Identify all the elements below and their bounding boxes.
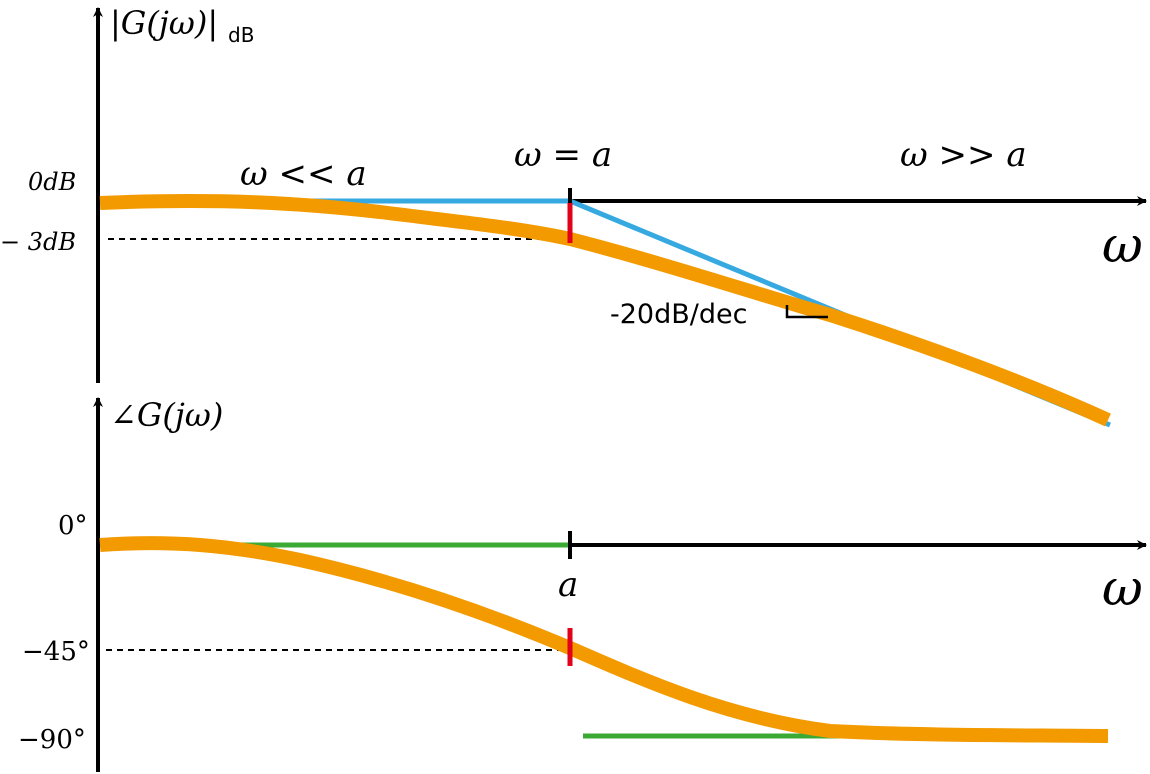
magnitude-plot: |G(jω)| dB 0dB − 3dB ω << a ω = a ω >> a… [0,4,1147,428]
tick-label-minus-3db: − 3dB [0,228,76,256]
slope-bracket [785,305,828,319]
magnitude-x-label: ω [1102,216,1143,274]
tick-label-0db: 0dB [28,168,76,196]
phase-x-label: ω [1102,559,1143,617]
magnitude-y-label: |G(jω)| [110,4,218,42]
magnitude-y-label-unit: dB [228,23,254,47]
slope-label: -20dB/dec [610,299,747,330]
region-label-low: ω << a [240,154,367,194]
region-label-corner: ω = a [514,135,612,175]
tick-label-minus-90-deg: −90° [18,725,86,755]
magnitude-asymptote [100,198,1111,428]
tick-label-minus-45-deg: −45° [22,637,90,667]
magnitude-exact-curve [99,194,1111,427]
phase-exact-curve [99,536,1109,743]
phase-y-label: ∠G(jω) [110,396,223,434]
tick-label-0-deg: 0° [58,511,88,541]
corner-label-a: a [558,565,578,605]
phase-plot: ∠G(jω) 0° −45° −90° a ω [18,396,1147,772]
region-label-high: ω >> a [900,135,1027,175]
